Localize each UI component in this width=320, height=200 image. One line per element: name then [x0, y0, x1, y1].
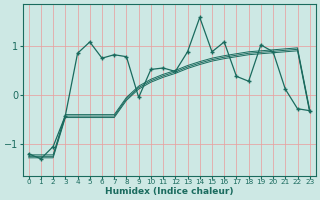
X-axis label: Humidex (Indice chaleur): Humidex (Indice chaleur) [105, 187, 234, 196]
